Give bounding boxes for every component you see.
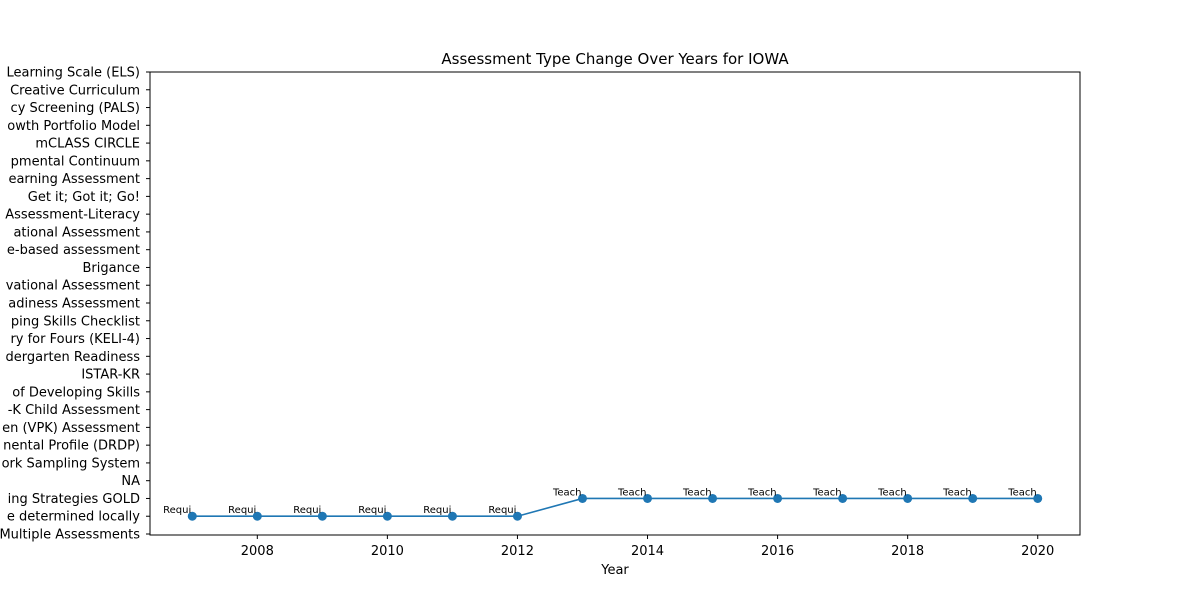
y-tick-label: adiness Assessment bbox=[8, 297, 140, 312]
data-point bbox=[317, 511, 327, 521]
y-tick-label: Brigance bbox=[83, 261, 140, 276]
x-axis-ticks: 2008 2010 2012 2014 2016 2018 2020 bbox=[241, 535, 1054, 559]
data-point-label: Requi bbox=[293, 505, 321, 516]
data-point bbox=[708, 493, 718, 503]
y-tick-label: owth Portfolio Model bbox=[7, 119, 140, 134]
y-tick-label: ISTAR-KR bbox=[81, 368, 140, 383]
y-tick-label: ing Strategies GOLD bbox=[8, 492, 140, 507]
data-point bbox=[577, 493, 587, 503]
x-tick-label: 2020 bbox=[1021, 544, 1054, 559]
data-point-label: Teach bbox=[682, 487, 712, 498]
y-tick-label: Multiple Assessments bbox=[0, 528, 140, 543]
y-tick-label: e-based assessment bbox=[7, 243, 140, 258]
y-tick-label: dergarten Readiness bbox=[6, 350, 141, 365]
data-point-label: Teach bbox=[617, 487, 647, 498]
x-tick-label: 2010 bbox=[371, 544, 404, 559]
y-tick-label: pmental Continuum bbox=[11, 154, 140, 169]
data-point-label: Requi bbox=[358, 505, 386, 516]
data-point bbox=[382, 511, 392, 521]
x-tick-label: 2014 bbox=[631, 544, 664, 559]
data-point-label: Requi bbox=[228, 505, 256, 516]
data-point bbox=[252, 511, 262, 521]
data-point-label: Teach bbox=[1007, 487, 1037, 498]
data-point bbox=[447, 511, 457, 521]
y-tick-label: ping Skills Checklist bbox=[11, 314, 140, 329]
y-tick-label: of Developing Skills bbox=[12, 385, 140, 400]
x-tick-label: 2016 bbox=[761, 544, 794, 559]
data-point bbox=[773, 493, 783, 503]
y-tick-label: en (VPK) Assessment bbox=[2, 421, 140, 436]
y-axis-ticks: Multiple Assessments e determined locally… bbox=[0, 66, 150, 543]
data-point-label: Teach bbox=[747, 487, 777, 498]
series-layer: Requi Requi Requi Requi Requi Requi Teach Teach… bbox=[163, 487, 1043, 521]
y-tick-label: Learning Scale (ELS) bbox=[6, 66, 140, 81]
data-point bbox=[643, 493, 653, 503]
data-point-label: Teach bbox=[812, 487, 842, 498]
y-tick-label: mCLASS CIRCLE bbox=[35, 137, 140, 152]
series-line bbox=[192, 497, 1038, 518]
x-tick-label: 2012 bbox=[501, 544, 534, 559]
x-axis-label: Year bbox=[600, 563, 629, 578]
y-tick-label: nental Profile (DRDP) bbox=[3, 439, 140, 454]
data-point-label: Teach bbox=[552, 487, 582, 498]
x-tick-label: 2018 bbox=[891, 544, 924, 559]
data-point-label: Requi bbox=[488, 505, 516, 516]
x-tick-label: 2008 bbox=[241, 544, 274, 559]
y-tick-label: ational Assessment bbox=[13, 225, 140, 240]
data-point bbox=[968, 493, 978, 503]
y-tick-label: vational Assessment bbox=[6, 279, 140, 294]
data-point-label: Teach bbox=[877, 487, 907, 498]
y-tick-label: ork Sampling System bbox=[2, 456, 140, 471]
data-point-label: Requi bbox=[423, 505, 451, 516]
plot-frame bbox=[149, 71, 1081, 536]
y-tick-label: Creative Curriculum bbox=[10, 83, 140, 98]
data-point-label: Requi bbox=[163, 505, 191, 516]
data-point bbox=[1033, 493, 1043, 503]
y-tick-label: e determined locally bbox=[7, 510, 140, 525]
y-tick-label: ry for Fours (KELI-4) bbox=[10, 332, 140, 347]
y-tick-label: NA bbox=[121, 474, 140, 489]
y-tick-label: Assessment-Literacy bbox=[5, 208, 140, 223]
y-tick-label: cy Screening (PALS) bbox=[11, 101, 140, 116]
y-tick-label: Get it; Got it; Go! bbox=[28, 190, 140, 205]
y-tick-label: earning Assessment bbox=[8, 172, 140, 187]
y-tick-label: -K Child Assessment bbox=[8, 403, 140, 418]
data-point bbox=[187, 511, 197, 521]
data-point bbox=[838, 493, 848, 503]
chart-title: Assessment Type Change Over Years for IO… bbox=[441, 50, 789, 68]
data-point-label: Teach bbox=[942, 487, 972, 498]
data-point bbox=[512, 511, 522, 521]
data-point bbox=[903, 493, 913, 503]
